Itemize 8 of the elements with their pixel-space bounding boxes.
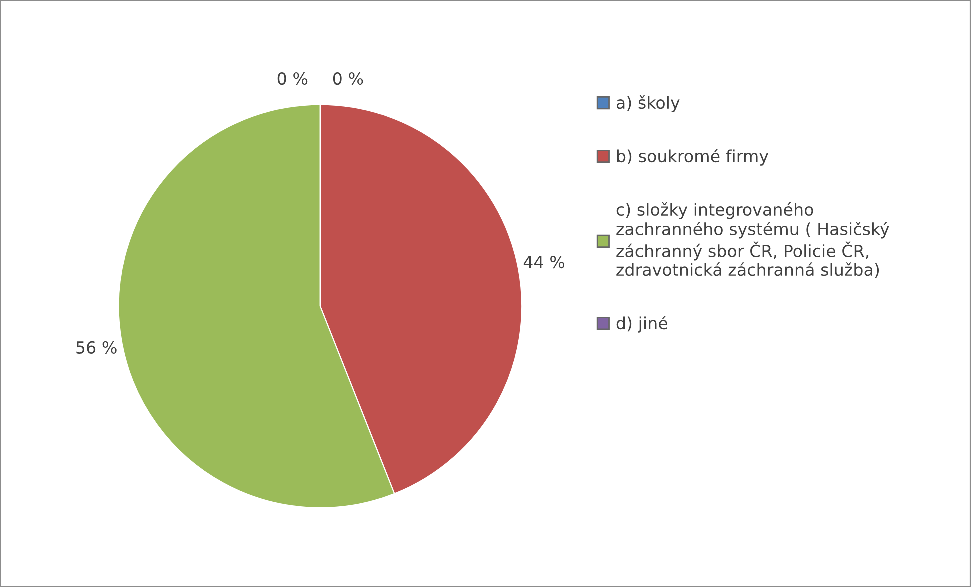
legend-label: a) školy — [616, 96, 680, 112]
data-label: 44 % — [524, 256, 565, 269]
data-label: 56 % — [76, 341, 117, 354]
legend-label: c) složky integrovaného zachranného systému ( Hasičský záchranný sbor ČR, Policie ČR, zdravotnická záchranná služba) — [616, 202, 890, 278]
legend-label: b) soukromé firmy — [617, 149, 769, 166]
text: 0 % — [333, 72, 364, 86]
legend-label: d) jiné — [616, 316, 668, 333]
text: 0 % — [278, 72, 308, 86]
